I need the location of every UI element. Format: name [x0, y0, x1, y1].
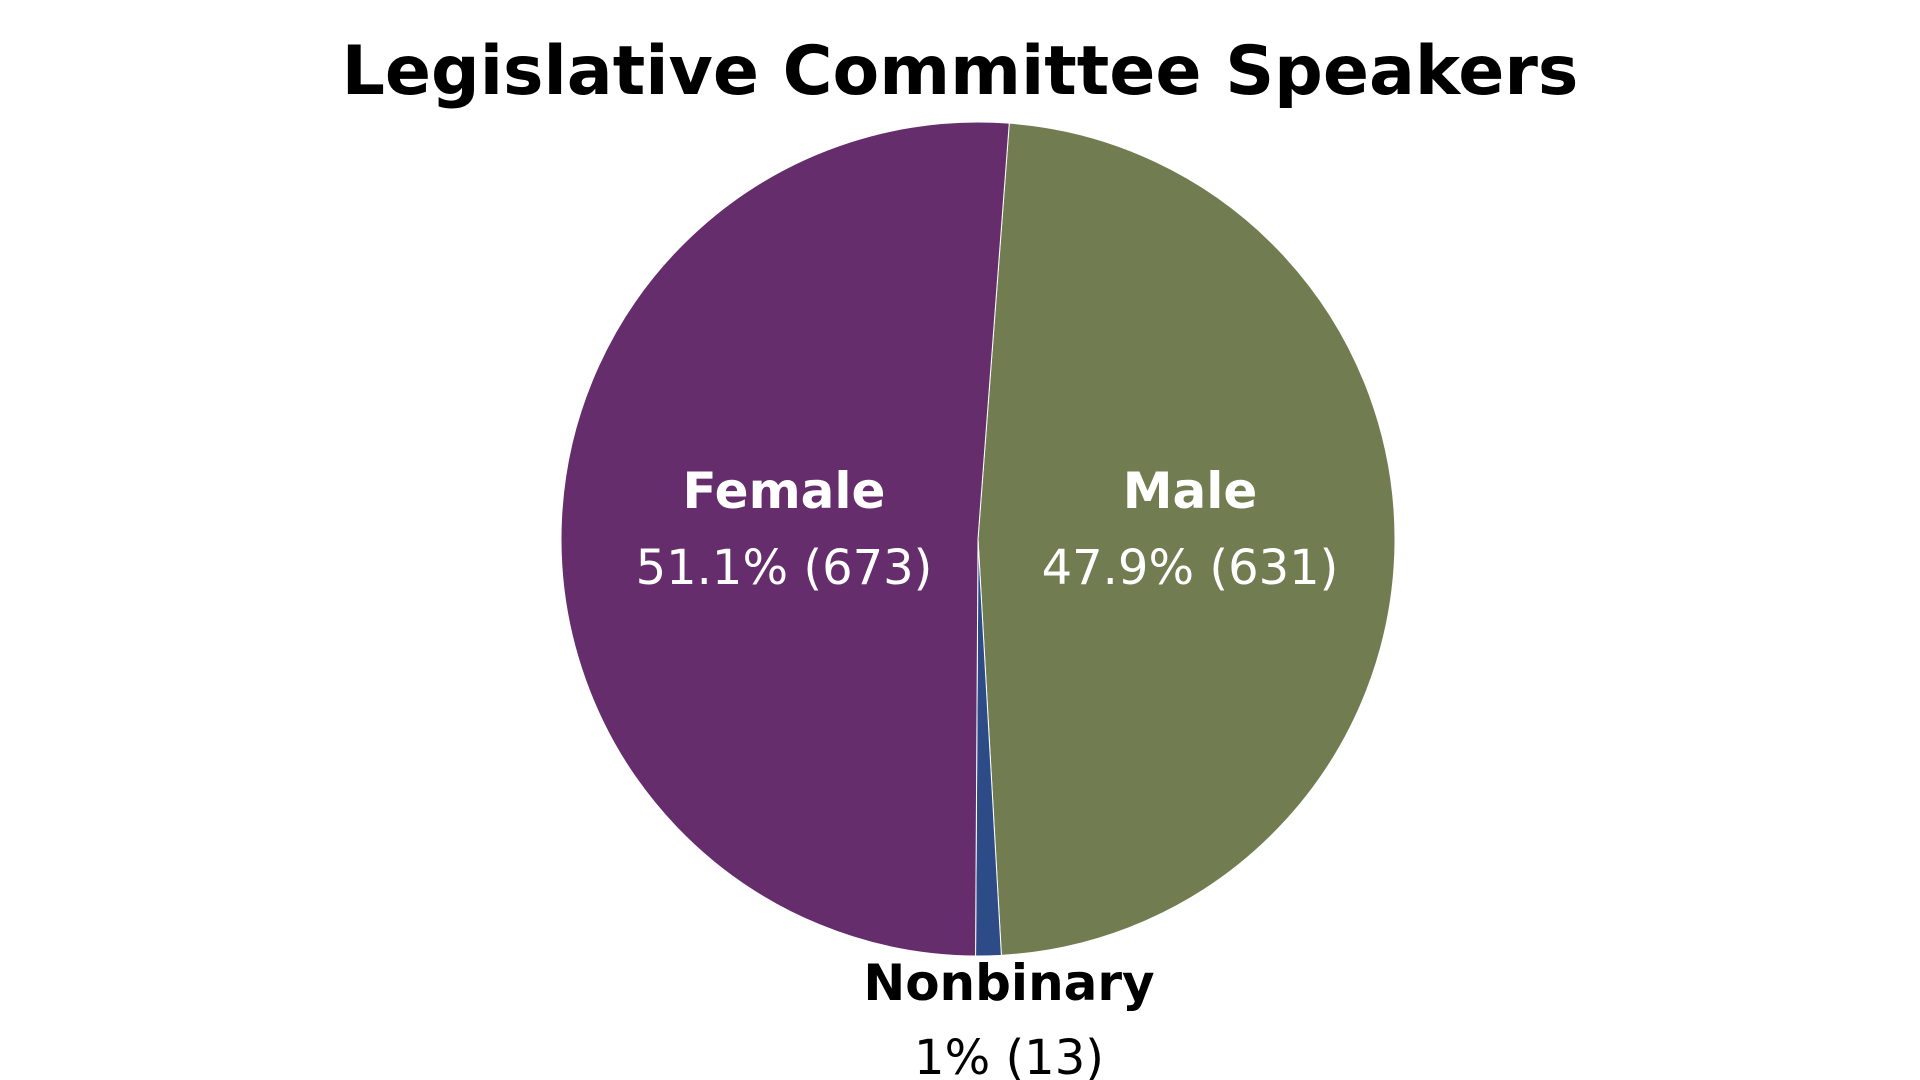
pie-slice-male — [977, 122, 1396, 956]
label-nonbinary-value: 1% (13) — [914, 1030, 1104, 1080]
label-male-name: Male — [1123, 462, 1258, 520]
label-female-name: Female — [683, 462, 886, 520]
pie-slices — [560, 121, 1396, 957]
pie-slice-female — [560, 121, 1010, 957]
label-male-value: 47.9% (631) — [1042, 540, 1339, 596]
chart-title: Legislative Committee Speakers — [342, 32, 1579, 111]
label-female-value: 51.1% (673) — [636, 540, 933, 596]
label-nonbinary-name: Nonbinary — [863, 954, 1154, 1012]
